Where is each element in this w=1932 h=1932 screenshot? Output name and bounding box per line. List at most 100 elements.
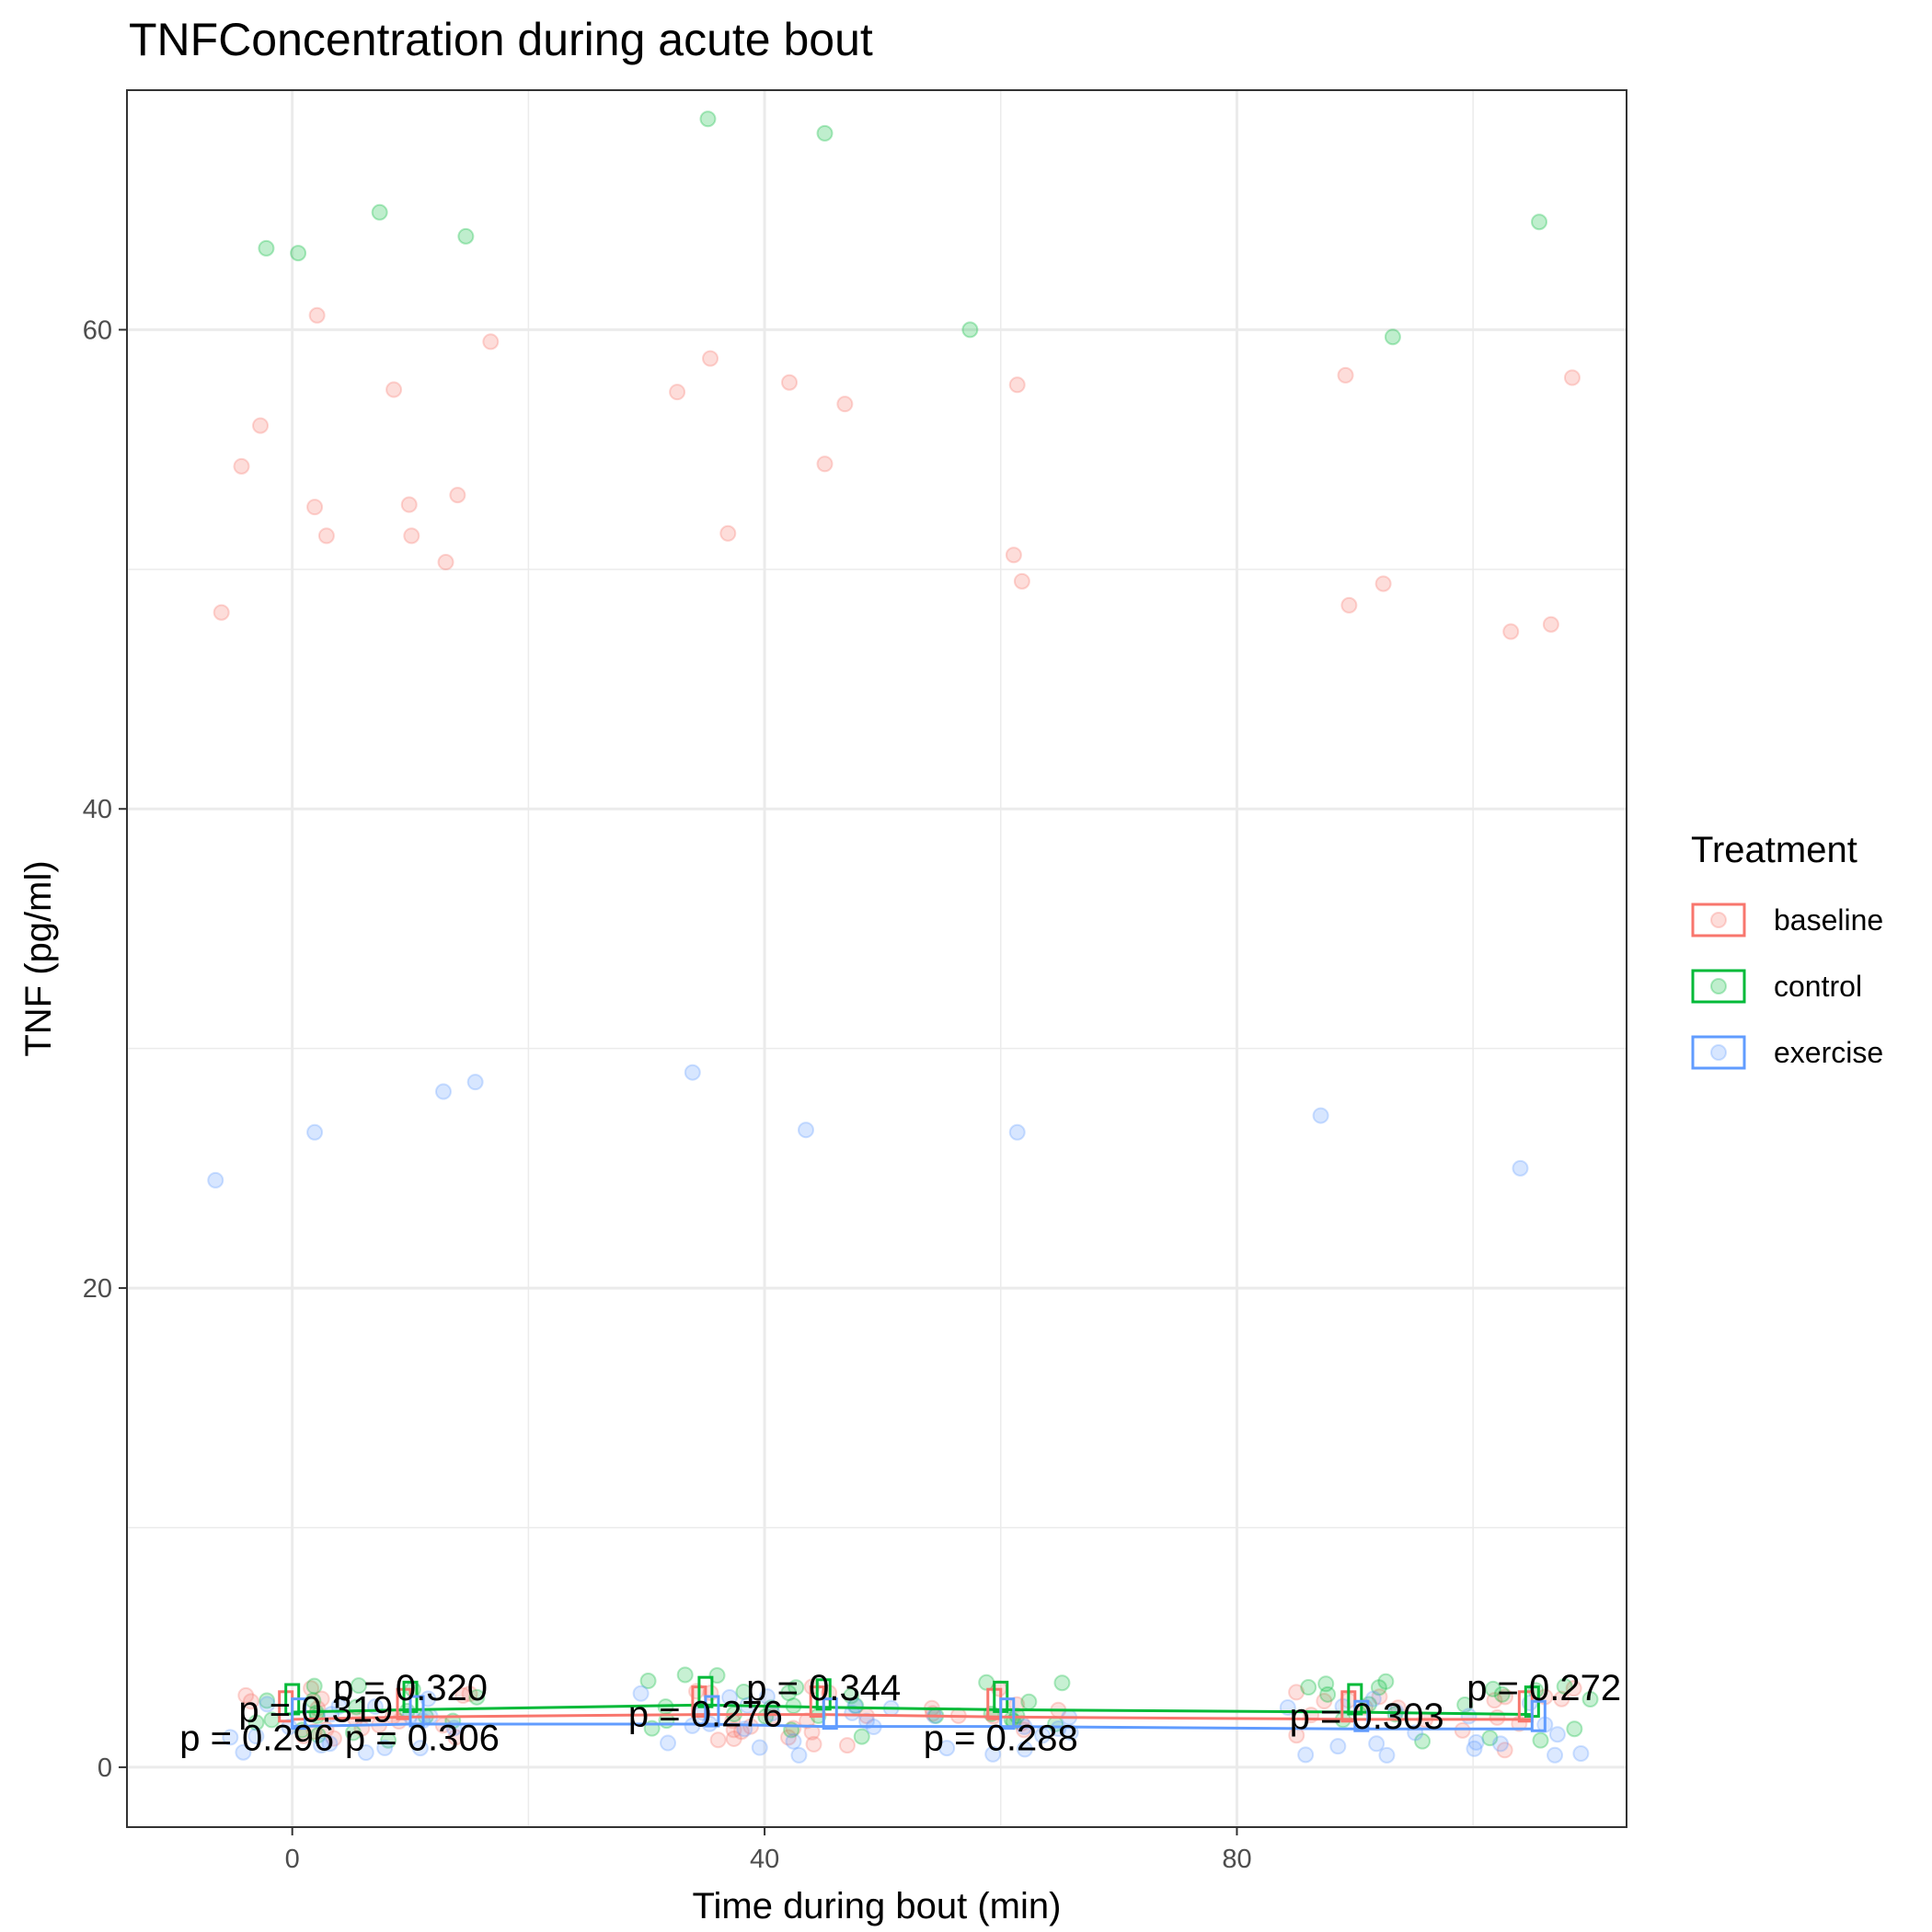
control-point: [1493, 1685, 1511, 1703]
exercise-mean-marker: [408, 1695, 425, 1728]
exercise-point: [247, 1728, 265, 1745]
chart-title: TNFConcentration during acute bout: [129, 14, 873, 65]
exercise-point: [684, 1717, 701, 1734]
exercise-mean-marker: [999, 1697, 1016, 1731]
control-point: [1384, 328, 1401, 346]
exercise-point: [1062, 1724, 1079, 1742]
control-point: [1414, 1732, 1432, 1750]
baseline-point: [437, 554, 454, 571]
baseline-point: [305, 1723, 323, 1741]
baseline-point: [1454, 1721, 1471, 1739]
baseline-point: [233, 457, 250, 475]
control-point: [290, 245, 307, 262]
control-point: [708, 1667, 726, 1685]
x-tick-label: 40: [750, 1845, 779, 1874]
control-point: [757, 1708, 775, 1725]
exercise-point: [1329, 1738, 1347, 1755]
baseline-point: [838, 1737, 856, 1754]
exercise-point: [313, 1737, 330, 1754]
baseline-point: [781, 374, 799, 391]
control-point: [1317, 1675, 1335, 1693]
y-axis: 0 20 40 60: [83, 316, 127, 1783]
control-point: [1300, 1679, 1317, 1696]
baseline-point: [237, 1686, 255, 1704]
legend-label-exercise: exercise: [1774, 1036, 1883, 1069]
control-point: [380, 1731, 397, 1749]
baseline-point: [725, 1730, 742, 1747]
exercise-point: [1467, 1733, 1485, 1751]
control-point: [1456, 1696, 1474, 1714]
p-value-label: p = 0.306: [345, 1719, 500, 1759]
baseline-point: [1371, 1688, 1388, 1706]
legend: Treatment baseline control exercise: [1691, 830, 1883, 1070]
baseline-point: [1486, 1692, 1503, 1709]
baseline-point: [447, 1729, 465, 1746]
baseline-point: [449, 487, 466, 504]
control-point: [258, 239, 275, 257]
exercise-point: [235, 1743, 252, 1761]
baseline-point: [317, 527, 335, 545]
control-point: [309, 1727, 327, 1744]
baseline-point: [306, 499, 324, 516]
control-point: [1532, 1731, 1549, 1749]
exercise-point: [1016, 1741, 1033, 1758]
baseline-point: [1502, 623, 1520, 640]
y-tick-label: 0: [98, 1754, 112, 1783]
exercise-mean-marker: [291, 1697, 307, 1731]
exercise-point: [434, 1083, 452, 1100]
baseline-point: [325, 1730, 342, 1747]
control-point: [1566, 1720, 1583, 1738]
legend-key-exercise: [1691, 1035, 1746, 1070]
baseline-point: [1542, 615, 1559, 633]
exercise-point: [751, 1739, 768, 1756]
exercise-point: [376, 1739, 394, 1756]
control-point: [847, 1697, 865, 1715]
control-point: [350, 1677, 367, 1695]
baseline-point: [764, 1708, 781, 1725]
baseline-point: [1013, 572, 1030, 590]
control-point: [780, 1685, 798, 1702]
control-point: [1370, 1679, 1387, 1696]
p-value-label: p = 0.296: [179, 1719, 334, 1759]
exercise-point: [758, 1688, 776, 1706]
p-value-label: p = 0.288: [924, 1719, 1078, 1759]
baseline-point: [805, 1735, 822, 1753]
y-tick-label: 60: [83, 316, 112, 345]
baseline-point: [308, 306, 326, 324]
exercise-point: [632, 1685, 650, 1702]
control-point: [1319, 1685, 1337, 1703]
baseline-point: [242, 1693, 259, 1710]
legend-label-control: control: [1774, 970, 1862, 1003]
baseline-point: [780, 1729, 798, 1746]
exercise-point: [984, 1745, 1002, 1763]
exercise-mean-marker: [1353, 1699, 1370, 1732]
x-axis-title: Time during bout (min): [693, 1886, 1062, 1926]
legend-label-baseline: baseline: [1774, 903, 1883, 937]
baseline-point: [403, 527, 420, 545]
baseline-point: [461, 1685, 478, 1703]
control-point: [247, 1714, 265, 1731]
legend-items: baseline control exercise: [1691, 903, 1883, 1070]
control-point: [843, 1687, 860, 1705]
baseline-point: [1553, 1690, 1570, 1708]
baseline-point: [702, 350, 719, 367]
baseline-point: [1005, 546, 1022, 564]
control-point: [305, 1677, 323, 1695]
baseline-point: [313, 1690, 330, 1708]
control-point: [468, 1688, 486, 1706]
control-point: [1020, 1693, 1038, 1710]
legend-key-baseline: [1691, 903, 1746, 937]
exercise-point: [207, 1171, 224, 1189]
x-tick-label: 0: [285, 1845, 300, 1874]
baseline-point: [303, 1680, 320, 1697]
legend-point-exercise: [1710, 1044, 1727, 1061]
baseline-point: [1565, 1680, 1582, 1697]
exercise-point: [844, 1704, 861, 1721]
exercise-point: [785, 1732, 802, 1750]
legend-point-baseline: [1710, 912, 1727, 928]
control-point: [639, 1673, 657, 1690]
x-tick-label: 80: [1222, 1845, 1251, 1874]
control-point: [1377, 1673, 1395, 1690]
exercise-point: [797, 1121, 814, 1139]
